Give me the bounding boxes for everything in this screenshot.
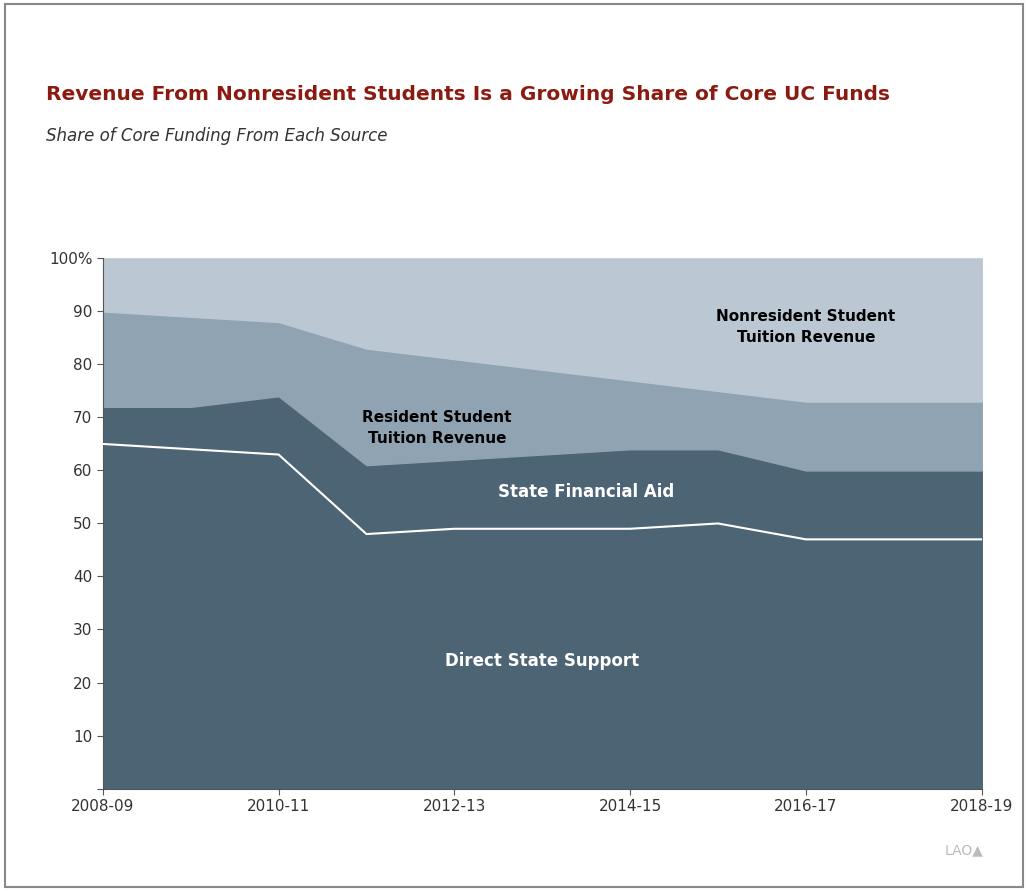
Text: State Financial Aid: State Financial Aid xyxy=(499,483,674,501)
Text: LAO▲: LAO▲ xyxy=(945,843,984,857)
Text: Revenue From Nonresident Students Is a Growing Share of Core UC Funds: Revenue From Nonresident Students Is a G… xyxy=(46,85,890,103)
Text: Nonresident Student
Tuition Revenue: Nonresident Student Tuition Revenue xyxy=(717,309,895,346)
Text: Resident Student
Tuition Revenue: Resident Student Tuition Revenue xyxy=(362,410,512,446)
Text: Direct State Support: Direct State Support xyxy=(445,652,639,670)
Text: Figure 32: Figure 32 xyxy=(53,26,136,40)
Text: Share of Core Funding From Each Source: Share of Core Funding From Each Source xyxy=(46,127,388,144)
